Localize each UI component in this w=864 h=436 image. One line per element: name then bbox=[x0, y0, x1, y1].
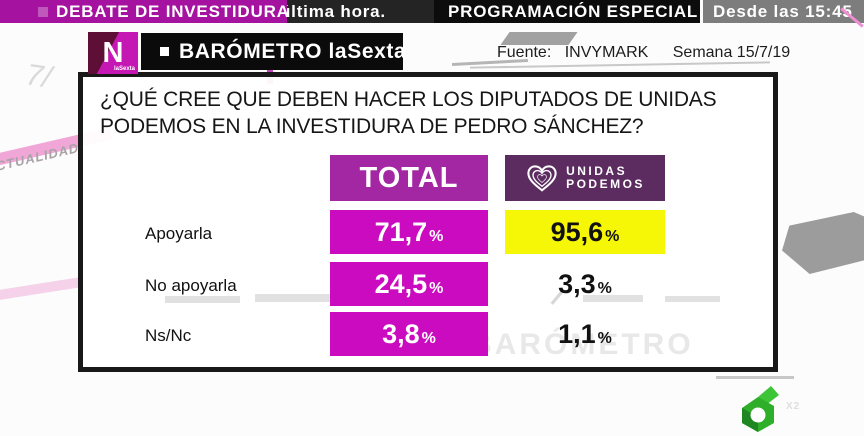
source-week: Semana 15/7/19 bbox=[672, 44, 791, 61]
column-header-total: TOTAL bbox=[330, 155, 488, 201]
percent-sign: % bbox=[605, 228, 620, 245]
column-header-unidas-podemos: UNIDAS PODEMOS bbox=[505, 155, 665, 201]
ticker-breaking-label: DEBATE DE INVESTIDURA bbox=[56, 1, 287, 21]
total-value-nsnc: 3,8% bbox=[330, 312, 488, 356]
ticker-subtitle-label: última hora. bbox=[287, 1, 386, 21]
ticker-breaking-segment: DEBATE DE INVESTIDURA bbox=[0, 0, 287, 23]
background-smudge bbox=[665, 296, 720, 302]
ticker-program-segment: PROGRAMACIÓN ESPECIAL bbox=[434, 0, 700, 23]
source-line: Fuente: INVYMARK Semana 15/7/19 bbox=[497, 44, 790, 62]
lasexta-noticias-logo: N laSexta bbox=[88, 32, 138, 74]
value-number: 3,8 bbox=[382, 319, 420, 349]
percent-sign: % bbox=[421, 330, 436, 347]
background-smudge bbox=[165, 296, 240, 303]
up-value-apoyarla-highlighted: 95,6% bbox=[505, 210, 665, 254]
value-number: 95,6 bbox=[550, 217, 604, 247]
value-number: 71,7 bbox=[374, 217, 428, 247]
up-value-nsnc: 1,1% bbox=[505, 312, 665, 356]
channel-badge: X2 bbox=[786, 401, 801, 412]
logo-lasexta-label: laSexta bbox=[113, 66, 135, 72]
up-value-no-apoyarla: 3,3% bbox=[505, 262, 665, 306]
source-name: INVYMARK bbox=[564, 44, 649, 61]
value-number: 24,5 bbox=[374, 269, 428, 299]
source-label: Fuente: bbox=[497, 44, 552, 61]
ticker-time-label: Desde las 15:45 bbox=[713, 1, 853, 21]
up-header-line2: PODEMOS bbox=[566, 177, 645, 191]
square-bullet-icon bbox=[160, 47, 169, 56]
barometro-watermark: BARÓMETRO bbox=[470, 328, 694, 361]
value-number: 3,3 bbox=[558, 269, 596, 299]
background-pink-sliver bbox=[0, 277, 81, 301]
background-gray-slab bbox=[782, 212, 864, 274]
background-glyph: 7/ bbox=[23, 58, 54, 95]
barometro-title: BARÓMETRO laSexta bbox=[179, 39, 407, 63]
total-header-label: TOTAL bbox=[359, 161, 459, 194]
total-value-no-apoyarla: 24,5% bbox=[330, 262, 488, 306]
barometro-title-bar: BARÓMETRO laSexta bbox=[141, 33, 407, 70]
background-smudge bbox=[255, 294, 370, 302]
percent-sign: % bbox=[429, 280, 444, 297]
logo-n-letter: N bbox=[102, 36, 124, 69]
ticker-program-label: PROGRAMACIÓN ESPECIAL bbox=[448, 1, 699, 21]
up-header-line1: UNIDAS bbox=[566, 164, 628, 178]
percent-sign: % bbox=[429, 228, 444, 245]
ticker-subtitle-segment: última hora. bbox=[287, 0, 434, 23]
background-line-above-logo bbox=[716, 376, 794, 379]
lasexta-6-logo-icon bbox=[742, 386, 779, 432]
ticker-time-segment: Desde las 15:45 bbox=[703, 0, 864, 23]
row-label-nsnc: Ns/Nc bbox=[145, 326, 192, 345]
value-number: 1,1 bbox=[558, 319, 596, 349]
row-label-no-apoyarla: No apoyarla bbox=[145, 276, 237, 295]
total-value-apoyarla: 71,7% bbox=[330, 210, 488, 254]
unidas-podemos-heart-icon bbox=[527, 165, 557, 192]
row-label-apoyarla: Apoyarla bbox=[145, 224, 213, 243]
background-magenta-streak bbox=[267, 58, 273, 84]
background-smudge bbox=[583, 295, 643, 302]
poll-question: ¿QUÉ CREE QUE DEBEN HACER LOS DIPUTADOS … bbox=[100, 88, 717, 138]
percent-sign: % bbox=[597, 280, 612, 297]
square-bullet-icon bbox=[38, 6, 48, 17]
percent-sign: % bbox=[597, 330, 612, 347]
